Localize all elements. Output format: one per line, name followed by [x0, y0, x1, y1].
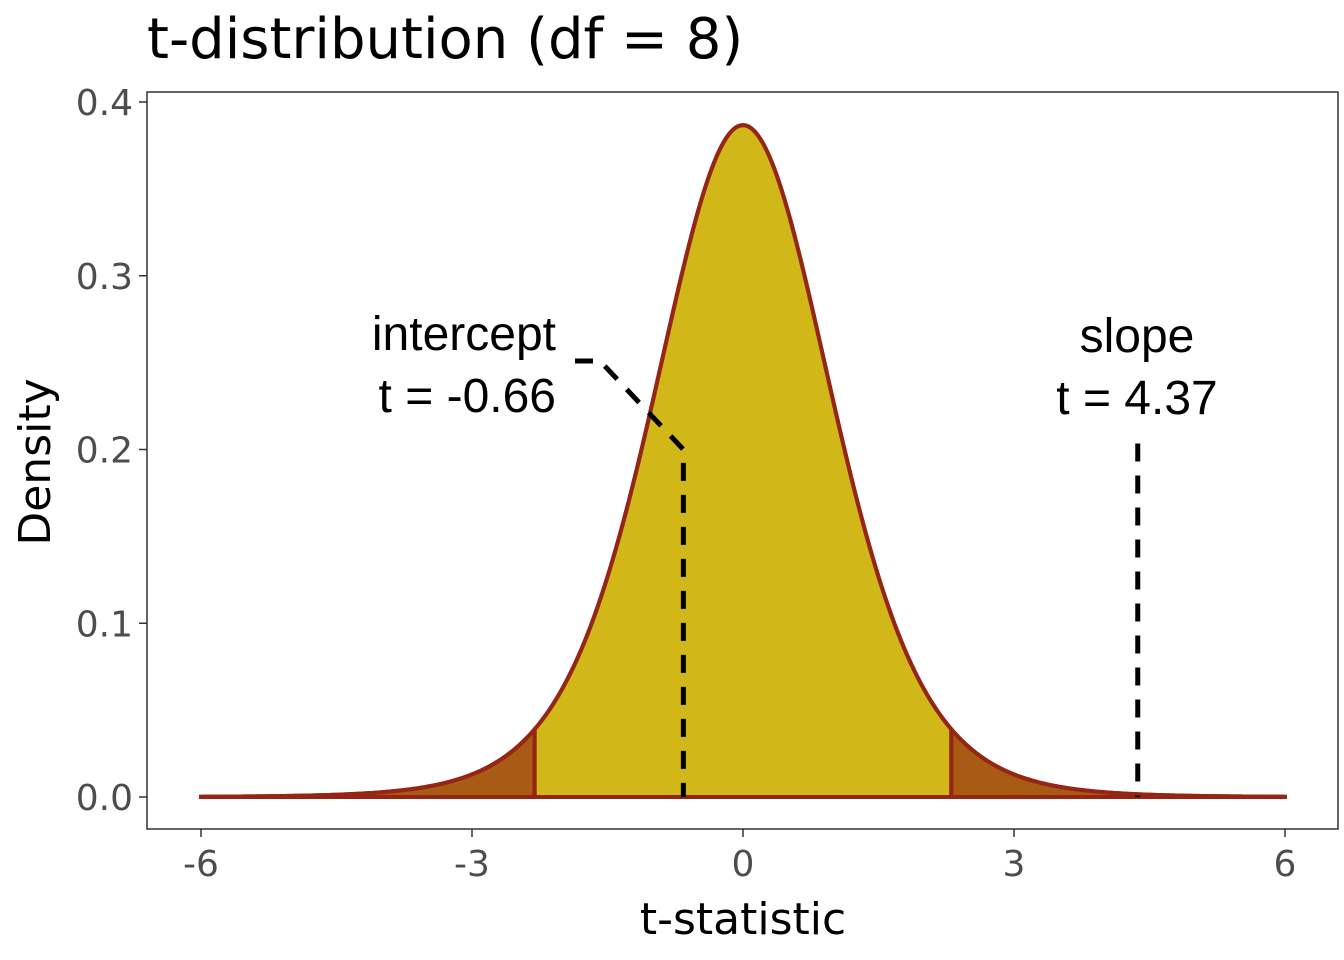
x-tick-label: 3 — [1003, 844, 1026, 885]
right-tail-area — [949, 723, 1287, 799]
x-tick-label: -6 — [183, 844, 219, 885]
center-area — [532, 123, 954, 799]
intercept-marker-line — [575, 358, 686, 797]
plot-area — [199, 123, 1287, 799]
chart-title: t-distribution (df = 8) — [147, 7, 743, 72]
intercept-label-line2: t = -0.66 — [379, 370, 556, 423]
slope-label-line1: slope — [1080, 310, 1195, 363]
y-tick-label: 0.1 — [76, 604, 133, 645]
x-tick-label: 6 — [1274, 844, 1297, 885]
density-curve — [200, 123, 1286, 799]
x-tick-label: 0 — [732, 844, 755, 885]
x-axis-label: t-statistic — [640, 894, 846, 945]
y-axis-label: Density — [10, 378, 61, 545]
y-axis: 0.0 0.1 0.2 0.3 0.4 — [76, 83, 147, 819]
y-tick-label: 0.3 — [76, 257, 133, 298]
y-tick-label: 0.2 — [76, 431, 133, 472]
x-tick-label: -3 — [454, 844, 490, 885]
y-tick-label: 0.4 — [76, 83, 133, 124]
left-tail-area — [199, 723, 537, 799]
intercept-label-line1: intercept — [372, 308, 556, 361]
x-axis: -6 -3 0 3 6 — [183, 829, 1296, 885]
y-tick-label: 0.0 — [76, 778, 133, 819]
annotations: intercept t = -0.66 slope t = 4.37 — [372, 308, 1218, 425]
slope-label-line2: t = 4.37 — [1056, 372, 1217, 425]
